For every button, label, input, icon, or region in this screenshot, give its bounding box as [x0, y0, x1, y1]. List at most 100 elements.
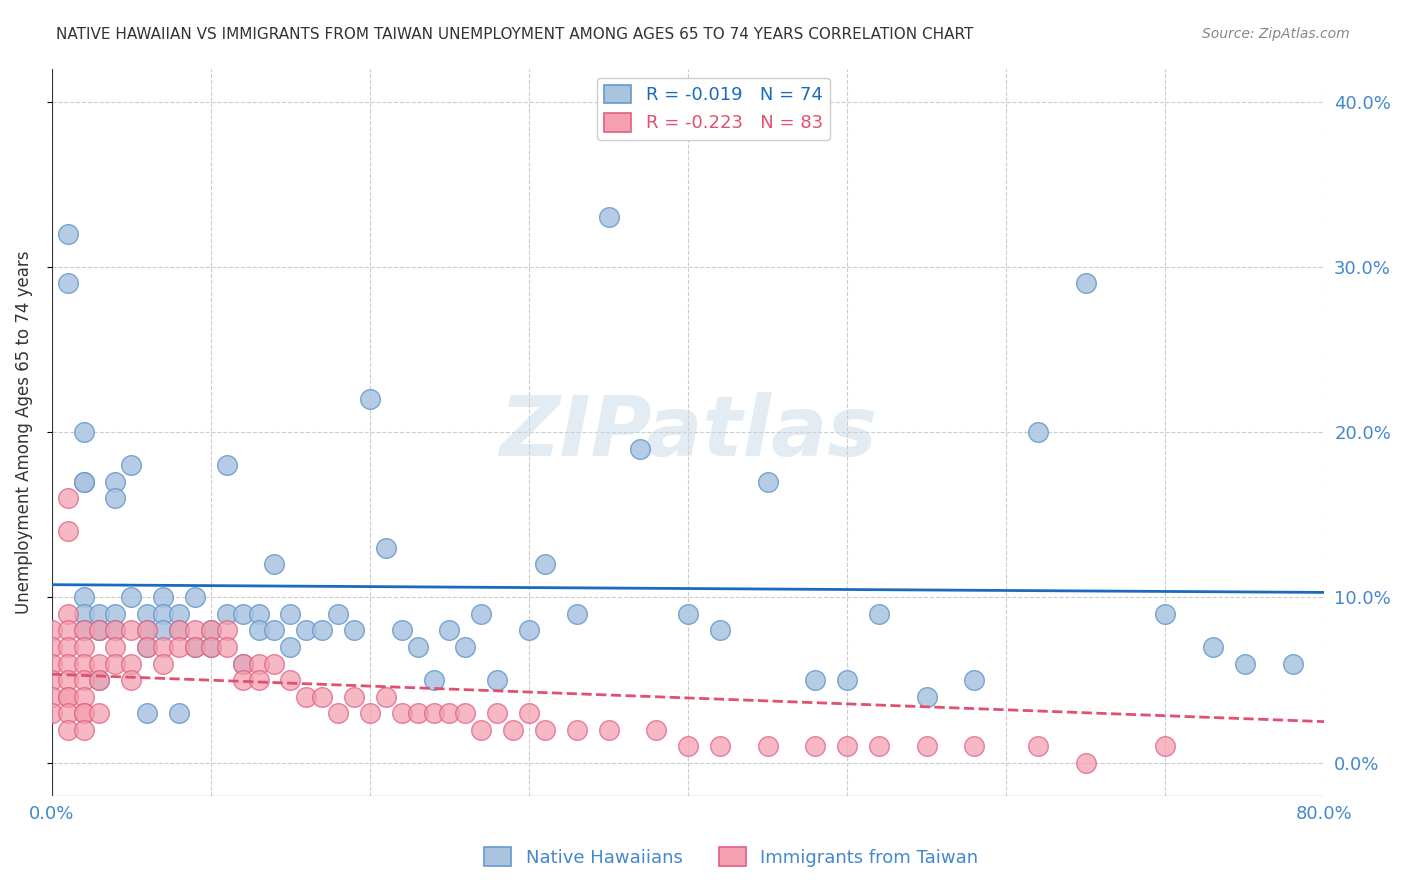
Point [406, 706, 429, 720]
Point [104, 640, 127, 654]
Point [676, 607, 699, 621]
Point [263, 558, 285, 572]
Point [486, 706, 509, 720]
Point [72, 624, 94, 638]
Point [41, 657, 63, 671]
Point [837, 739, 859, 754]
Point [1154, 607, 1177, 621]
Point [136, 624, 159, 638]
Point [280, 607, 302, 621]
Point [152, 657, 174, 671]
Point [359, 706, 381, 720]
Point [56, 277, 79, 291]
Point [41, 706, 63, 720]
Point [247, 657, 270, 671]
Point [280, 640, 302, 654]
Point [295, 690, 318, 704]
Point [200, 624, 222, 638]
Point [232, 607, 254, 621]
Point [56, 690, 79, 704]
Point [56, 706, 79, 720]
Point [72, 706, 94, 720]
Point [470, 607, 492, 621]
Point [439, 706, 461, 720]
Point [200, 640, 222, 654]
Point [326, 706, 349, 720]
Point [915, 739, 938, 754]
Text: NATIVE HAWAIIAN VS IMMIGRANTS FROM TAIWAN UNEMPLOYMENT AMONG AGES 65 TO 74 YEARS: NATIVE HAWAIIAN VS IMMIGRANTS FROM TAIWA… [56, 27, 973, 42]
Point [56, 227, 79, 241]
Point [104, 624, 127, 638]
Point [454, 706, 477, 720]
Point [486, 673, 509, 687]
Point [598, 211, 620, 225]
Point [152, 591, 174, 605]
Point [963, 739, 986, 754]
Point [1202, 640, 1225, 654]
Point [247, 673, 270, 687]
Point [215, 624, 238, 638]
Point [263, 657, 285, 671]
Point [167, 640, 190, 654]
Point [104, 607, 127, 621]
Point [72, 475, 94, 489]
Point [120, 657, 142, 671]
Point [72, 640, 94, 654]
Point [56, 607, 79, 621]
Point [280, 673, 302, 687]
Point [837, 673, 859, 687]
Point [598, 723, 620, 737]
Point [41, 640, 63, 654]
Point [184, 591, 207, 605]
Point [804, 673, 827, 687]
Point [391, 624, 413, 638]
Point [232, 673, 254, 687]
Point [963, 673, 986, 687]
Point [89, 624, 111, 638]
Point [72, 723, 94, 737]
Point [167, 607, 190, 621]
Point [374, 541, 396, 555]
Point [1074, 756, 1097, 770]
Point [311, 690, 333, 704]
Point [565, 607, 588, 621]
Point [104, 491, 127, 506]
Point [72, 624, 94, 638]
Point [120, 624, 142, 638]
Point [517, 624, 540, 638]
Point [72, 607, 94, 621]
Point [215, 607, 238, 621]
Point [756, 475, 779, 489]
Point [343, 690, 366, 704]
Point [1154, 739, 1177, 754]
Point [1281, 657, 1303, 671]
Point [1026, 739, 1049, 754]
Point [1233, 657, 1256, 671]
Point [311, 624, 333, 638]
Point [232, 657, 254, 671]
Point [676, 739, 699, 754]
Point [502, 723, 524, 737]
Point [406, 640, 429, 654]
Point [104, 475, 127, 489]
Point [200, 640, 222, 654]
Point [628, 442, 651, 456]
Point [72, 425, 94, 439]
Point [56, 723, 79, 737]
Point [89, 607, 111, 621]
Y-axis label: Unemployment Among Ages 65 to 74 years: Unemployment Among Ages 65 to 74 years [15, 251, 32, 614]
Point [326, 607, 349, 621]
Point [136, 607, 159, 621]
Point [359, 392, 381, 406]
Point [56, 640, 79, 654]
Point [89, 624, 111, 638]
Point [89, 673, 111, 687]
Point [184, 640, 207, 654]
Point [104, 657, 127, 671]
Point [89, 706, 111, 720]
Point [120, 591, 142, 605]
Legend: R = -0.019   N = 74, R = -0.223   N = 83: R = -0.019 N = 74, R = -0.223 N = 83 [598, 78, 830, 140]
Point [247, 607, 270, 621]
Point [41, 624, 63, 638]
Point [184, 624, 207, 638]
